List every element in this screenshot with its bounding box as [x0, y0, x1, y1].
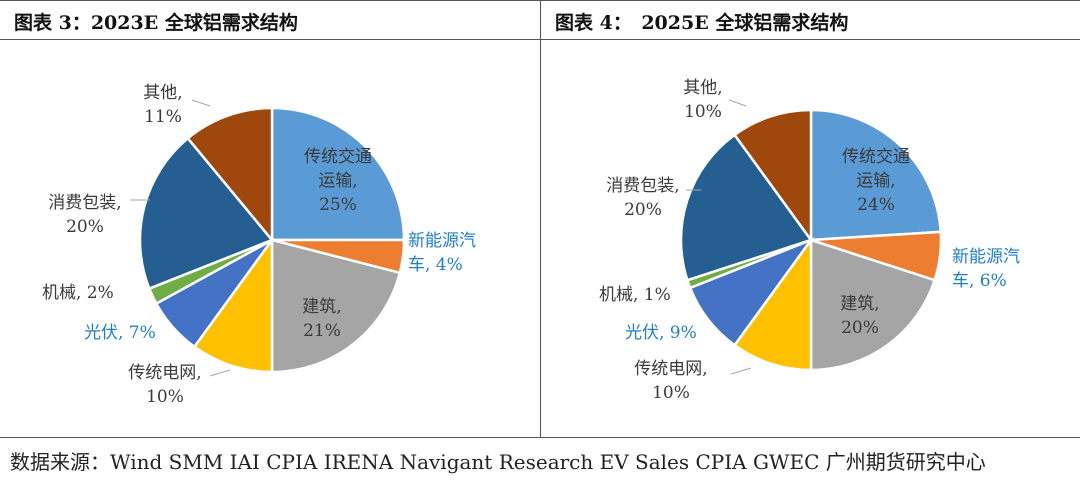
- pie-slice-other: [732, 108, 813, 244]
- pie-slice-other: [186, 106, 274, 244]
- data-label-construction: 建筑, 21%: [302, 297, 341, 341]
- data-label-power-grid: 传统电网, 10%: [634, 359, 707, 403]
- data-label-nev: 新能源汽车, 4%: [408, 231, 476, 275]
- leader-line-other: [728, 99, 747, 107]
- pie-slice-construction: [809, 238, 937, 372]
- chart-title: 图表 4： 2025E 全球铝需求结构: [555, 12, 849, 34]
- pie-slice-consumer-packaging: [679, 133, 814, 282]
- data-label-traditional-transport: 传统交通运输, 25%: [304, 147, 372, 215]
- leader-line-power-grid: [730, 367, 752, 375]
- data-label-other: 其他, 10%: [683, 78, 722, 122]
- data-label-construction: 建筑, 20%: [840, 294, 879, 338]
- pie-chart-2025e: 传统交通运输, 24% 新能源汽车, 6% 建筑, 20% 传统电网, 10% 光伏, 9% 机…: [599, 78, 1020, 403]
- pie-slice-construction: [270, 238, 402, 374]
- data-label-machinery: 机械, 2%: [42, 283, 114, 303]
- data-label-consumer-packaging: 消费包装, 20%: [48, 193, 121, 237]
- leader-line-power-grid: [209, 369, 231, 377]
- data-label-other: 其他, 11%: [143, 83, 182, 127]
- pie-slice-power-grid: [732, 236, 813, 372]
- pie-slice-traditional-transport: [270, 106, 406, 242]
- source-note: 数据来源：Wind SMM IAI CPIA IRENA Navigant Re…: [10, 450, 986, 474]
- chart-title: 图表 3：2023E 全球铝需求结构: [14, 12, 298, 34]
- pie-slice-traditional-transport: [809, 108, 943, 242]
- data-label-photovoltaic: 光伏, 9%: [625, 323, 697, 343]
- data-label-machinery: 机械, 1%: [599, 285, 671, 305]
- chart-panel-2025e: 图表 4： 2025E 全球铝需求结构 传统交通运输, 24% 新能源汽车, 6% 建…: [541, 0, 1080, 437]
- pie-slice-consumer-packaging: [138, 136, 275, 291]
- data-label-photovoltaic: 光伏, 7%: [84, 323, 156, 343]
- data-label-traditional-transport: 传统交通运输, 24%: [842, 147, 910, 215]
- data-label-consumer-packaging: 消费包装, 20%: [606, 176, 679, 220]
- bottom-rule: [0, 437, 1080, 438]
- data-label-power-grid: 传统电网, 10%: [128, 363, 201, 407]
- pie-slice-power-grid: [192, 236, 274, 374]
- chart-panel-2023e: 图表 3：2023E 全球铝需求结构 传统交通运输, 25% 新能源汽车, 4% 建筑…: [0, 0, 541, 437]
- leader-line-other: [191, 99, 211, 107]
- data-label-nev: 新能源汽车, 6%: [952, 247, 1020, 291]
- pie-chart-2023e: 传统交通运输, 25% 新能源汽车, 4% 建筑, 21% 传统电网, 10% 光伏, 7% 机…: [42, 83, 476, 407]
